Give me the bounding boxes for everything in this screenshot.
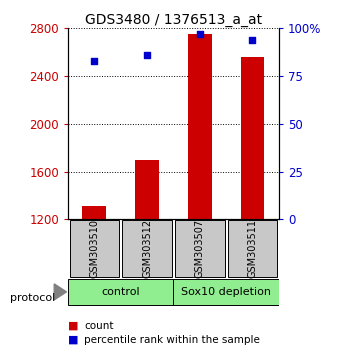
Text: control: control (101, 287, 140, 297)
Bar (228, 220, 277, 277)
Point (250, 37, 255, 42)
Text: GSM303511: GSM303511 (248, 219, 257, 278)
Polygon shape (54, 284, 67, 300)
Text: GSM303512: GSM303512 (142, 219, 152, 278)
Bar (241, 57, 264, 219)
Text: GSM303507: GSM303507 (195, 219, 205, 278)
Bar (135, 160, 159, 219)
Point (197, 31, 203, 37)
Bar (175, 220, 224, 277)
Bar (70, 220, 119, 277)
Title: GDS3480 / 1376513_a_at: GDS3480 / 1376513_a_at (85, 13, 262, 27)
Text: count: count (84, 321, 114, 331)
Text: GSM303510: GSM303510 (89, 219, 99, 278)
Point (91, 58, 97, 64)
Bar (122, 220, 172, 277)
Text: percentile rank within the sample: percentile rank within the sample (84, 335, 260, 345)
Text: ■: ■ (68, 321, 79, 331)
Text: Sox10 depletion: Sox10 depletion (181, 287, 271, 297)
Bar (173, 279, 279, 305)
Text: protocol: protocol (10, 293, 55, 303)
Bar (188, 34, 211, 219)
Text: ■: ■ (68, 335, 79, 345)
Bar (68, 279, 173, 305)
Bar (83, 206, 106, 219)
Point (144, 52, 150, 58)
